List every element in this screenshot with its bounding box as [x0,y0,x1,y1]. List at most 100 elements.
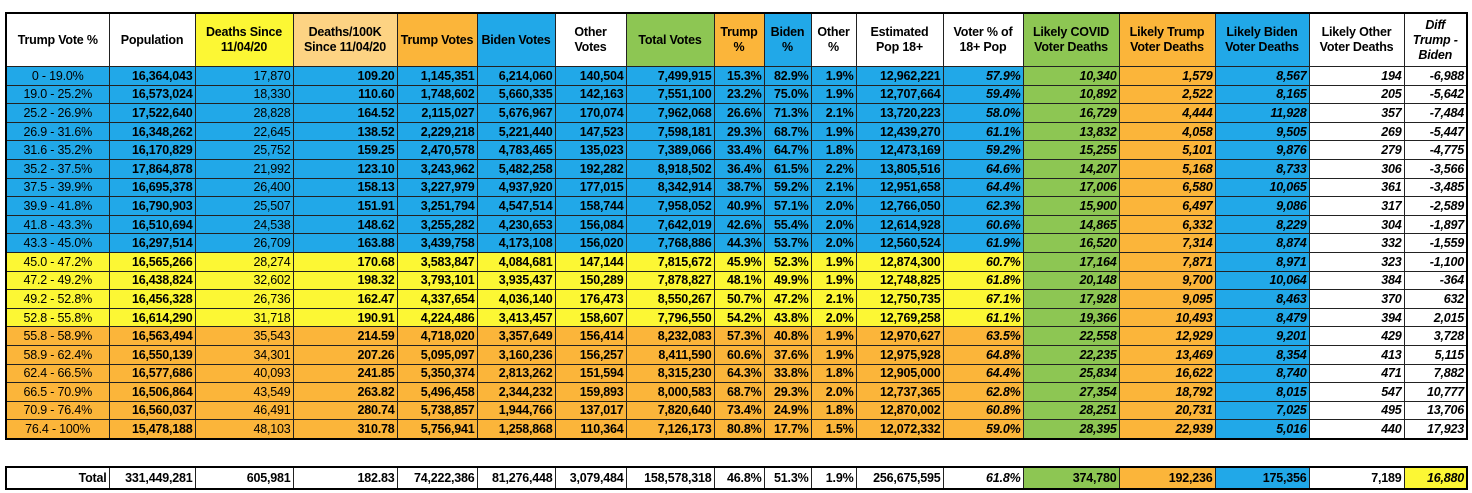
cell-likely-biden-voter-deaths[interactable]: 8,479 [1214,307,1310,328]
cell-likely-trump-voter-deaths[interactable]: 6,580 [1118,177,1216,198]
cell-likely-other-voter-deaths[interactable]: 269 [1308,121,1405,142]
cell-voter-pct[interactable]: 59.4% [942,84,1024,105]
cell-biden-pct[interactable]: 29.3% [763,382,812,402]
cell-trump-vote-range[interactable]: 70.9 - 76.4% [5,400,110,421]
cell-trump-vote-range[interactable]: 26.9 - 31.6% [5,121,110,142]
cell-deaths-since[interactable]: 21,992 [194,158,294,179]
cell-other-pct[interactable]: 1.8% [810,140,857,160]
cell-likely-covid-voter-deaths[interactable]: 28,251 [1022,400,1120,421]
cell-other-votes[interactable]: 110,364 [554,419,627,440]
cell-voter-pct[interactable]: 60.7% [942,251,1024,272]
cell-diff-trump-biden[interactable]: -3,485 [1403,177,1468,198]
cell-likely-trump-voter-deaths[interactable]: 20,731 [1118,400,1216,421]
cell-pop-18-plus[interactable]: 12,766,050 [855,196,944,216]
cell-other-pct[interactable]: 2.1% [810,177,857,198]
cell-biden-pct[interactable]: 24.9% [763,400,812,421]
cell-trump-votes[interactable]: 1,748,602 [396,84,478,105]
cell-biden-pct[interactable]: 75.0% [763,84,812,105]
cell-voter-pct[interactable]: 59.2% [942,140,1024,160]
cell-biden-votes[interactable]: 2,344,232 [476,382,556,402]
cell-likely-covid-voter-deaths[interactable]: 20,148 [1022,270,1120,291]
total-likely-other-voter-deaths[interactable]: 7,189 [1308,466,1405,490]
cell-likely-biden-voter-deaths[interactable]: 8,567 [1214,66,1310,86]
cell-likely-trump-voter-deaths[interactable]: 12,929 [1118,326,1216,346]
cell-diff-trump-biden[interactable]: 10,777 [1403,382,1468,402]
cell-likely-trump-voter-deaths[interactable]: 5,101 [1118,140,1216,160]
cell-voter-pct[interactable]: 60.8% [942,400,1024,421]
cell-deaths-per-100k[interactable]: 151.91 [292,196,398,216]
cell-biden-pct[interactable]: 33.8% [763,363,812,384]
cell-total-votes[interactable]: 8,918,502 [625,158,715,179]
cell-voter-pct[interactable]: 61.1% [942,121,1024,142]
cell-pop-18-plus[interactable]: 12,072,332 [855,419,944,440]
cell-trump-pct[interactable]: 44.3% [713,233,765,253]
cell-trump-pct[interactable]: 48.1% [713,270,765,291]
cell-total-votes[interactable]: 7,598,181 [625,121,715,142]
cell-population[interactable]: 16,550,139 [108,344,196,365]
cell-deaths-since[interactable]: 24,538 [194,214,294,235]
cell-diff-trump-biden[interactable]: -7,484 [1403,103,1468,123]
cell-population[interactable]: 17,522,640 [108,103,196,123]
cell-other-pct[interactable]: 2.0% [810,233,857,253]
cell-total-votes[interactable]: 7,962,068 [625,103,715,123]
cell-other-votes[interactable]: 156,020 [554,233,627,253]
cell-trump-pct[interactable]: 60.6% [713,344,765,365]
cell-deaths-since[interactable]: 40,093 [194,363,294,384]
cell-likely-other-voter-deaths[interactable]: 413 [1308,344,1405,365]
total-diff-trump-biden[interactable]: 16,880 [1403,466,1468,490]
cell-other-votes[interactable]: 156,414 [554,326,627,346]
cell-population[interactable]: 16,348,262 [108,121,196,142]
cell-deaths-per-100k[interactable]: 280.74 [292,400,398,421]
cell-trump-pct[interactable]: 23.2% [713,84,765,105]
cell-trump-pct[interactable]: 26.6% [713,103,765,123]
cell-diff-trump-biden[interactable]: 2,015 [1403,307,1468,328]
cell-pop-18-plus[interactable]: 12,614,928 [855,214,944,235]
cell-biden-votes[interactable]: 2,813,262 [476,363,556,384]
cell-diff-trump-biden[interactable]: 17,923 [1403,419,1468,440]
cell-population[interactable]: 16,297,514 [108,233,196,253]
cell-likely-covid-voter-deaths[interactable]: 17,928 [1022,289,1120,309]
total-likely-covid-voter-deaths[interactable]: 374,780 [1022,466,1120,490]
cell-voter-pct[interactable]: 64.4% [942,363,1024,384]
cell-trump-vote-range[interactable]: 45.0 - 47.2% [5,251,110,272]
cell-likely-other-voter-deaths[interactable]: 361 [1308,177,1405,198]
cell-diff-trump-biden[interactable]: 632 [1403,289,1468,309]
cell-biden-votes[interactable]: 4,173,108 [476,233,556,253]
cell-population[interactable]: 16,170,829 [108,140,196,160]
cell-biden-votes[interactable]: 1,944,766 [476,400,556,421]
cell-other-votes[interactable]: 192,282 [554,158,627,179]
cell-likely-covid-voter-deaths[interactable]: 14,207 [1022,158,1120,179]
cell-deaths-per-100k[interactable]: 207.26 [292,344,398,365]
cell-deaths-per-100k[interactable]: 164.52 [292,103,398,123]
cell-deaths-per-100k[interactable]: 214.59 [292,326,398,346]
cell-diff-trump-biden[interactable]: -3,566 [1403,158,1468,179]
cell-likely-biden-voter-deaths[interactable]: 9,876 [1214,140,1310,160]
cell-biden-votes[interactable]: 3,160,236 [476,344,556,365]
cell-likely-covid-voter-deaths[interactable]: 13,832 [1022,121,1120,142]
cell-biden-pct[interactable]: 49.9% [763,270,812,291]
cell-deaths-since[interactable]: 26,709 [194,233,294,253]
cell-trump-votes[interactable]: 3,243,962 [396,158,478,179]
cell-pop-18-plus[interactable]: 12,769,258 [855,307,944,328]
cell-deaths-since[interactable]: 25,507 [194,196,294,216]
cell-trump-pct[interactable]: 40.9% [713,196,765,216]
cell-likely-trump-voter-deaths[interactable]: 16,622 [1118,363,1216,384]
cell-likely-other-voter-deaths[interactable]: 440 [1308,419,1405,440]
cell-other-pct[interactable]: 1.9% [810,344,857,365]
cell-likely-biden-voter-deaths[interactable]: 8,463 [1214,289,1310,309]
cell-likely-covid-voter-deaths[interactable]: 25,834 [1022,363,1120,384]
cell-pop-18-plus[interactable]: 12,905,000 [855,363,944,384]
cell-trump-votes[interactable]: 2,229,218 [396,121,478,142]
cell-population[interactable]: 16,577,686 [108,363,196,384]
cell-deaths-per-100k[interactable]: 162.47 [292,289,398,309]
cell-total-votes[interactable]: 7,389,066 [625,140,715,160]
cell-other-votes[interactable]: 176,473 [554,289,627,309]
cell-deaths-per-100k[interactable]: 109.20 [292,66,398,86]
cell-total-votes[interactable]: 8,342,914 [625,177,715,198]
cell-trump-pct[interactable]: 42.6% [713,214,765,235]
cell-likely-other-voter-deaths[interactable]: 547 [1308,382,1405,402]
cell-trump-votes[interactable]: 3,227,979 [396,177,478,198]
cell-biden-votes[interactable]: 3,413,457 [476,307,556,328]
cell-likely-biden-voter-deaths[interactable]: 8,971 [1214,251,1310,272]
cell-trump-pct[interactable]: 33.4% [713,140,765,160]
